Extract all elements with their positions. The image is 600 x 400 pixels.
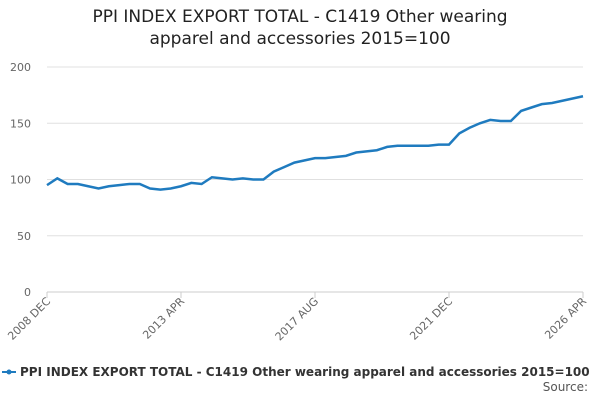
- legend-label: PPI INDEX EXPORT TOTAL - C1419 Other wea…: [20, 365, 590, 379]
- y-tick-label: 200: [10, 61, 31, 74]
- x-tick-label: 2017 AUG: [273, 295, 322, 344]
- y-tick-label: 100: [10, 174, 31, 187]
- chart-title: PPI INDEX EXPORT TOTAL - C1419 Other wea…: [92, 7, 508, 49]
- y-tick-label: 0: [24, 286, 31, 299]
- x-tick-label: 2008 DEC: [5, 295, 53, 343]
- source: Source:: [543, 380, 588, 394]
- x-tick-label: 2026 APR: [542, 295, 589, 342]
- x-tick-label: 2021 DEC: [407, 295, 455, 343]
- line: [46, 95, 584, 191]
- y-tick-label: 150: [10, 117, 31, 130]
- legend-marker: [6, 369, 12, 375]
- x-tick-label: 2013 APR: [140, 295, 187, 342]
- y-tick-label: 50: [17, 230, 31, 243]
